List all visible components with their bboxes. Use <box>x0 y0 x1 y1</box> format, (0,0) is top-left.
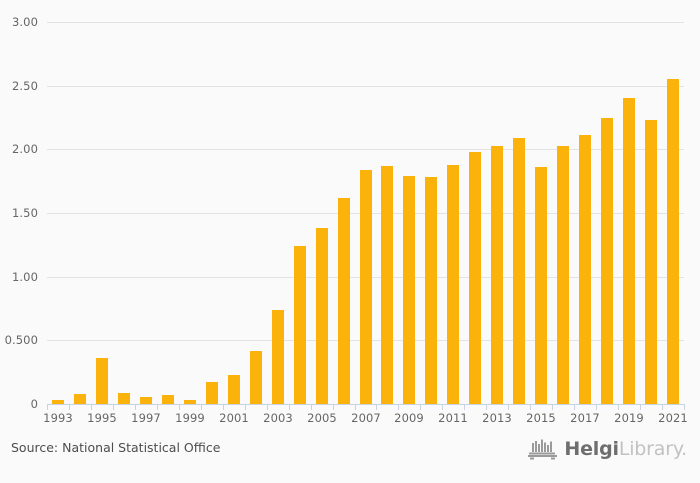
y-axis-tick-label: 0 <box>30 397 38 411</box>
x-axis-tick-label: 1993 <box>43 411 73 425</box>
x-axis-tick-label: 2001 <box>219 411 249 425</box>
x-axis-tick <box>552 404 553 410</box>
bar[interactable] <box>403 176 415 404</box>
library-building-icon <box>528 439 558 460</box>
x-axis-tick-label: 2009 <box>394 411 424 425</box>
x-axis-tick <box>113 404 114 410</box>
x-axis-tick-label: 1997 <box>131 411 161 425</box>
x-axis-tick-label: 2005 <box>307 411 337 425</box>
bar[interactable] <box>381 165 393 404</box>
x-axis-tick <box>442 404 443 410</box>
y-axis-tick-label: 1.00 <box>11 269 38 284</box>
bar[interactable] <box>250 350 262 404</box>
bar[interactable] <box>513 137 525 404</box>
gridline <box>47 85 684 87</box>
bar[interactable] <box>557 145 569 404</box>
x-axis-tick <box>289 404 290 410</box>
x-axis-tick-label: 2011 <box>438 411 468 425</box>
brand-helgi: Helgi <box>564 438 619 460</box>
bar[interactable] <box>184 399 196 404</box>
bar[interactable] <box>469 151 481 404</box>
x-axis-tick <box>508 404 509 410</box>
y-axis-tick-label: 0.500 <box>4 333 38 348</box>
bar[interactable] <box>623 98 635 404</box>
x-axis-tick <box>223 404 224 410</box>
x-axis-tick <box>201 404 202 410</box>
brand-library: Library <box>618 438 682 460</box>
source-label: Source: National Statistical Office <box>11 440 221 455</box>
x-axis-tick <box>574 404 575 410</box>
x-axis-tick <box>398 404 399 410</box>
x-axis-tick-label: 2017 <box>570 411 600 425</box>
bar[interactable] <box>425 177 437 404</box>
x-axis-tick <box>69 404 70 410</box>
bar[interactable] <box>272 309 284 404</box>
x-axis-tick-label: 2015 <box>526 411 556 425</box>
gridline <box>47 22 684 23</box>
x-axis-tick <box>267 404 268 410</box>
x-axis-tick <box>618 404 619 410</box>
chart-footer: Source: National Statistical Office Helg… <box>0 430 700 483</box>
x-axis-tick <box>47 404 48 410</box>
x-axis-tick <box>464 404 465 410</box>
y-axis-tick-label: 2.00 <box>11 142 38 157</box>
brand-wordmark: HelgiLibrary. <box>564 438 687 460</box>
x-axis-tick <box>355 404 356 410</box>
bar[interactable] <box>206 382 218 404</box>
x-axis-tick <box>135 404 136 410</box>
x-axis-tick-label: 2007 <box>351 411 381 425</box>
bar[interactable] <box>140 397 152 404</box>
x-axis-tick-label: 2003 <box>263 411 293 425</box>
bar[interactable] <box>96 358 108 404</box>
y-axis-tick-label: 3.00 <box>11 15 38 29</box>
bar[interactable] <box>228 374 240 404</box>
bar[interactable] <box>535 167 547 404</box>
y-axis-tick-label: 1.50 <box>11 206 38 220</box>
bar[interactable] <box>316 228 328 404</box>
y-axis: 0 0.500 1.00 1.50 2.00 2.50 3.00 <box>0 15 47 411</box>
bar[interactable] <box>52 400 64 404</box>
x-axis-tick <box>376 404 377 410</box>
x-axis-tick <box>157 404 158 410</box>
x-axis-tick <box>684 404 685 410</box>
bar[interactable] <box>491 145 503 404</box>
x-axis-tick <box>486 404 487 410</box>
x-axis-tick <box>662 404 663 410</box>
x-axis-tick-label: 1999 <box>175 411 205 425</box>
y-axis-tick-label: 2.50 <box>11 78 38 93</box>
bar[interactable] <box>667 79 679 404</box>
x-axis-tick <box>640 404 641 410</box>
bar[interactable] <box>74 393 86 404</box>
x-axis-tick-label: 2021 <box>658 411 688 425</box>
x-axis-tick <box>333 404 334 410</box>
x-axis-tick-label: 2013 <box>482 411 512 425</box>
x-axis-tick <box>311 404 312 410</box>
x-axis-tick <box>530 404 531 410</box>
x-axis-tick <box>179 404 180 410</box>
plot-area <box>47 22 684 405</box>
x-axis-tick <box>420 404 421 410</box>
x-axis: 1993 1995 1997 1999 2001 2003 2005 2007 2009 2011… <box>43 404 688 430</box>
bar[interactable] <box>294 246 306 404</box>
bar[interactable] <box>645 120 657 404</box>
bar[interactable] <box>118 392 130 404</box>
helgi-library-logo: HelgiLibrary. <box>528 438 687 460</box>
bar[interactable] <box>579 135 591 404</box>
brand-dot: . <box>681 438 687 460</box>
bar[interactable] <box>338 197 350 404</box>
bar[interactable] <box>360 169 372 404</box>
x-axis-tick <box>596 404 597 410</box>
bar[interactable] <box>447 164 459 404</box>
bar[interactable] <box>162 395 174 404</box>
gridline <box>47 149 684 151</box>
x-axis-tick-label: 1995 <box>87 411 117 425</box>
x-axis-tick <box>91 404 92 410</box>
gridline <box>47 404 684 405</box>
bar[interactable] <box>601 117 613 404</box>
x-axis-tick <box>245 404 246 410</box>
x-axis-tick-label: 2019 <box>614 411 644 425</box>
